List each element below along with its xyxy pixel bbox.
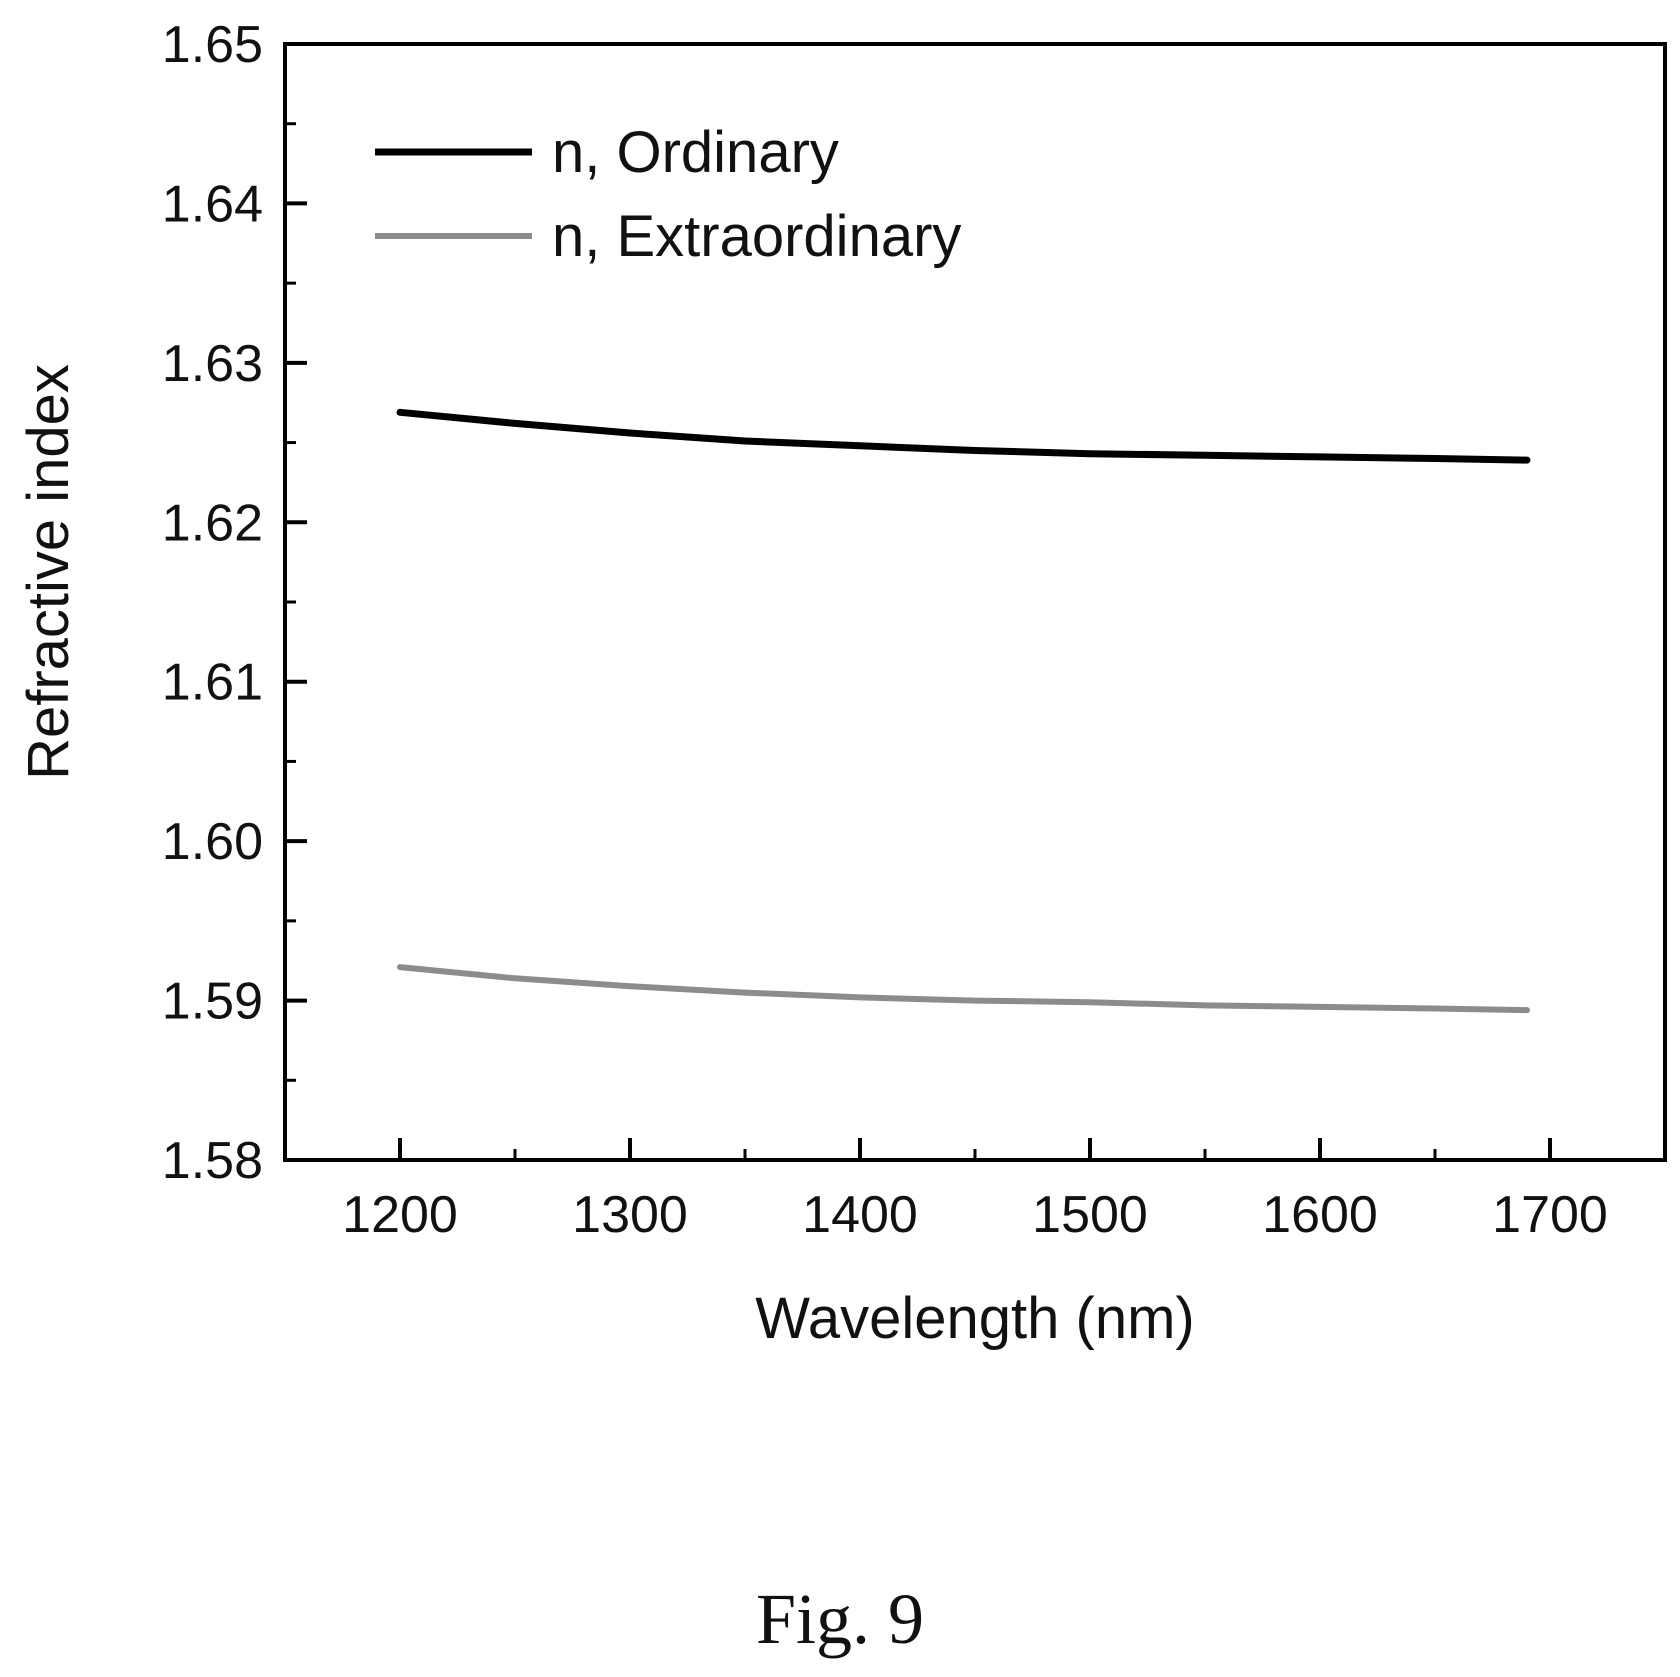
legend-label: n, Extraordinary: [552, 204, 961, 269]
y-tick-label: 1.60: [162, 813, 263, 871]
plot-frame: [283, 42, 1667, 1162]
x-tick-label: 1300: [572, 1186, 688, 1244]
y-tick-label: 1.63: [162, 335, 263, 393]
series-layer: [396, 408, 1531, 1014]
y-tick-label: 1.65: [162, 16, 263, 74]
figure-caption: Fig. 9: [755, 1579, 925, 1659]
axis-ticks: [285, 42, 1667, 1162]
x-tick-label: 1700: [1492, 1186, 1608, 1244]
x-tick-label: 1500: [1032, 1186, 1148, 1244]
series-line-extraordinary: [397, 964, 1530, 1014]
y-tick-label: 1.64: [162, 175, 263, 233]
legend: n, Ordinary n, Extraordinary: [375, 120, 961, 269]
x-tick-label: 1400: [802, 1186, 918, 1244]
x-axis-title: Wavelength (nm): [755, 1286, 1194, 1351]
legend-label: n, Ordinary: [552, 120, 839, 185]
y-axis-title: Refractive index: [16, 364, 81, 780]
x-tick-label: 1600: [1262, 1186, 1378, 1244]
x-tick-label: 1200: [342, 1186, 458, 1244]
y-tick-label: 1.59: [162, 973, 263, 1031]
y-tick-label: 1.61: [162, 654, 263, 712]
series-line-ordinary: [396, 408, 1531, 464]
axis-tick-labels: 1200 1300 1400 1500 1600 1700 1.58 1.59 1.60 1.61…: [162, 16, 1608, 1244]
y-tick-label: 1.58: [162, 1132, 263, 1190]
y-tick-label: 1.62: [162, 494, 263, 552]
